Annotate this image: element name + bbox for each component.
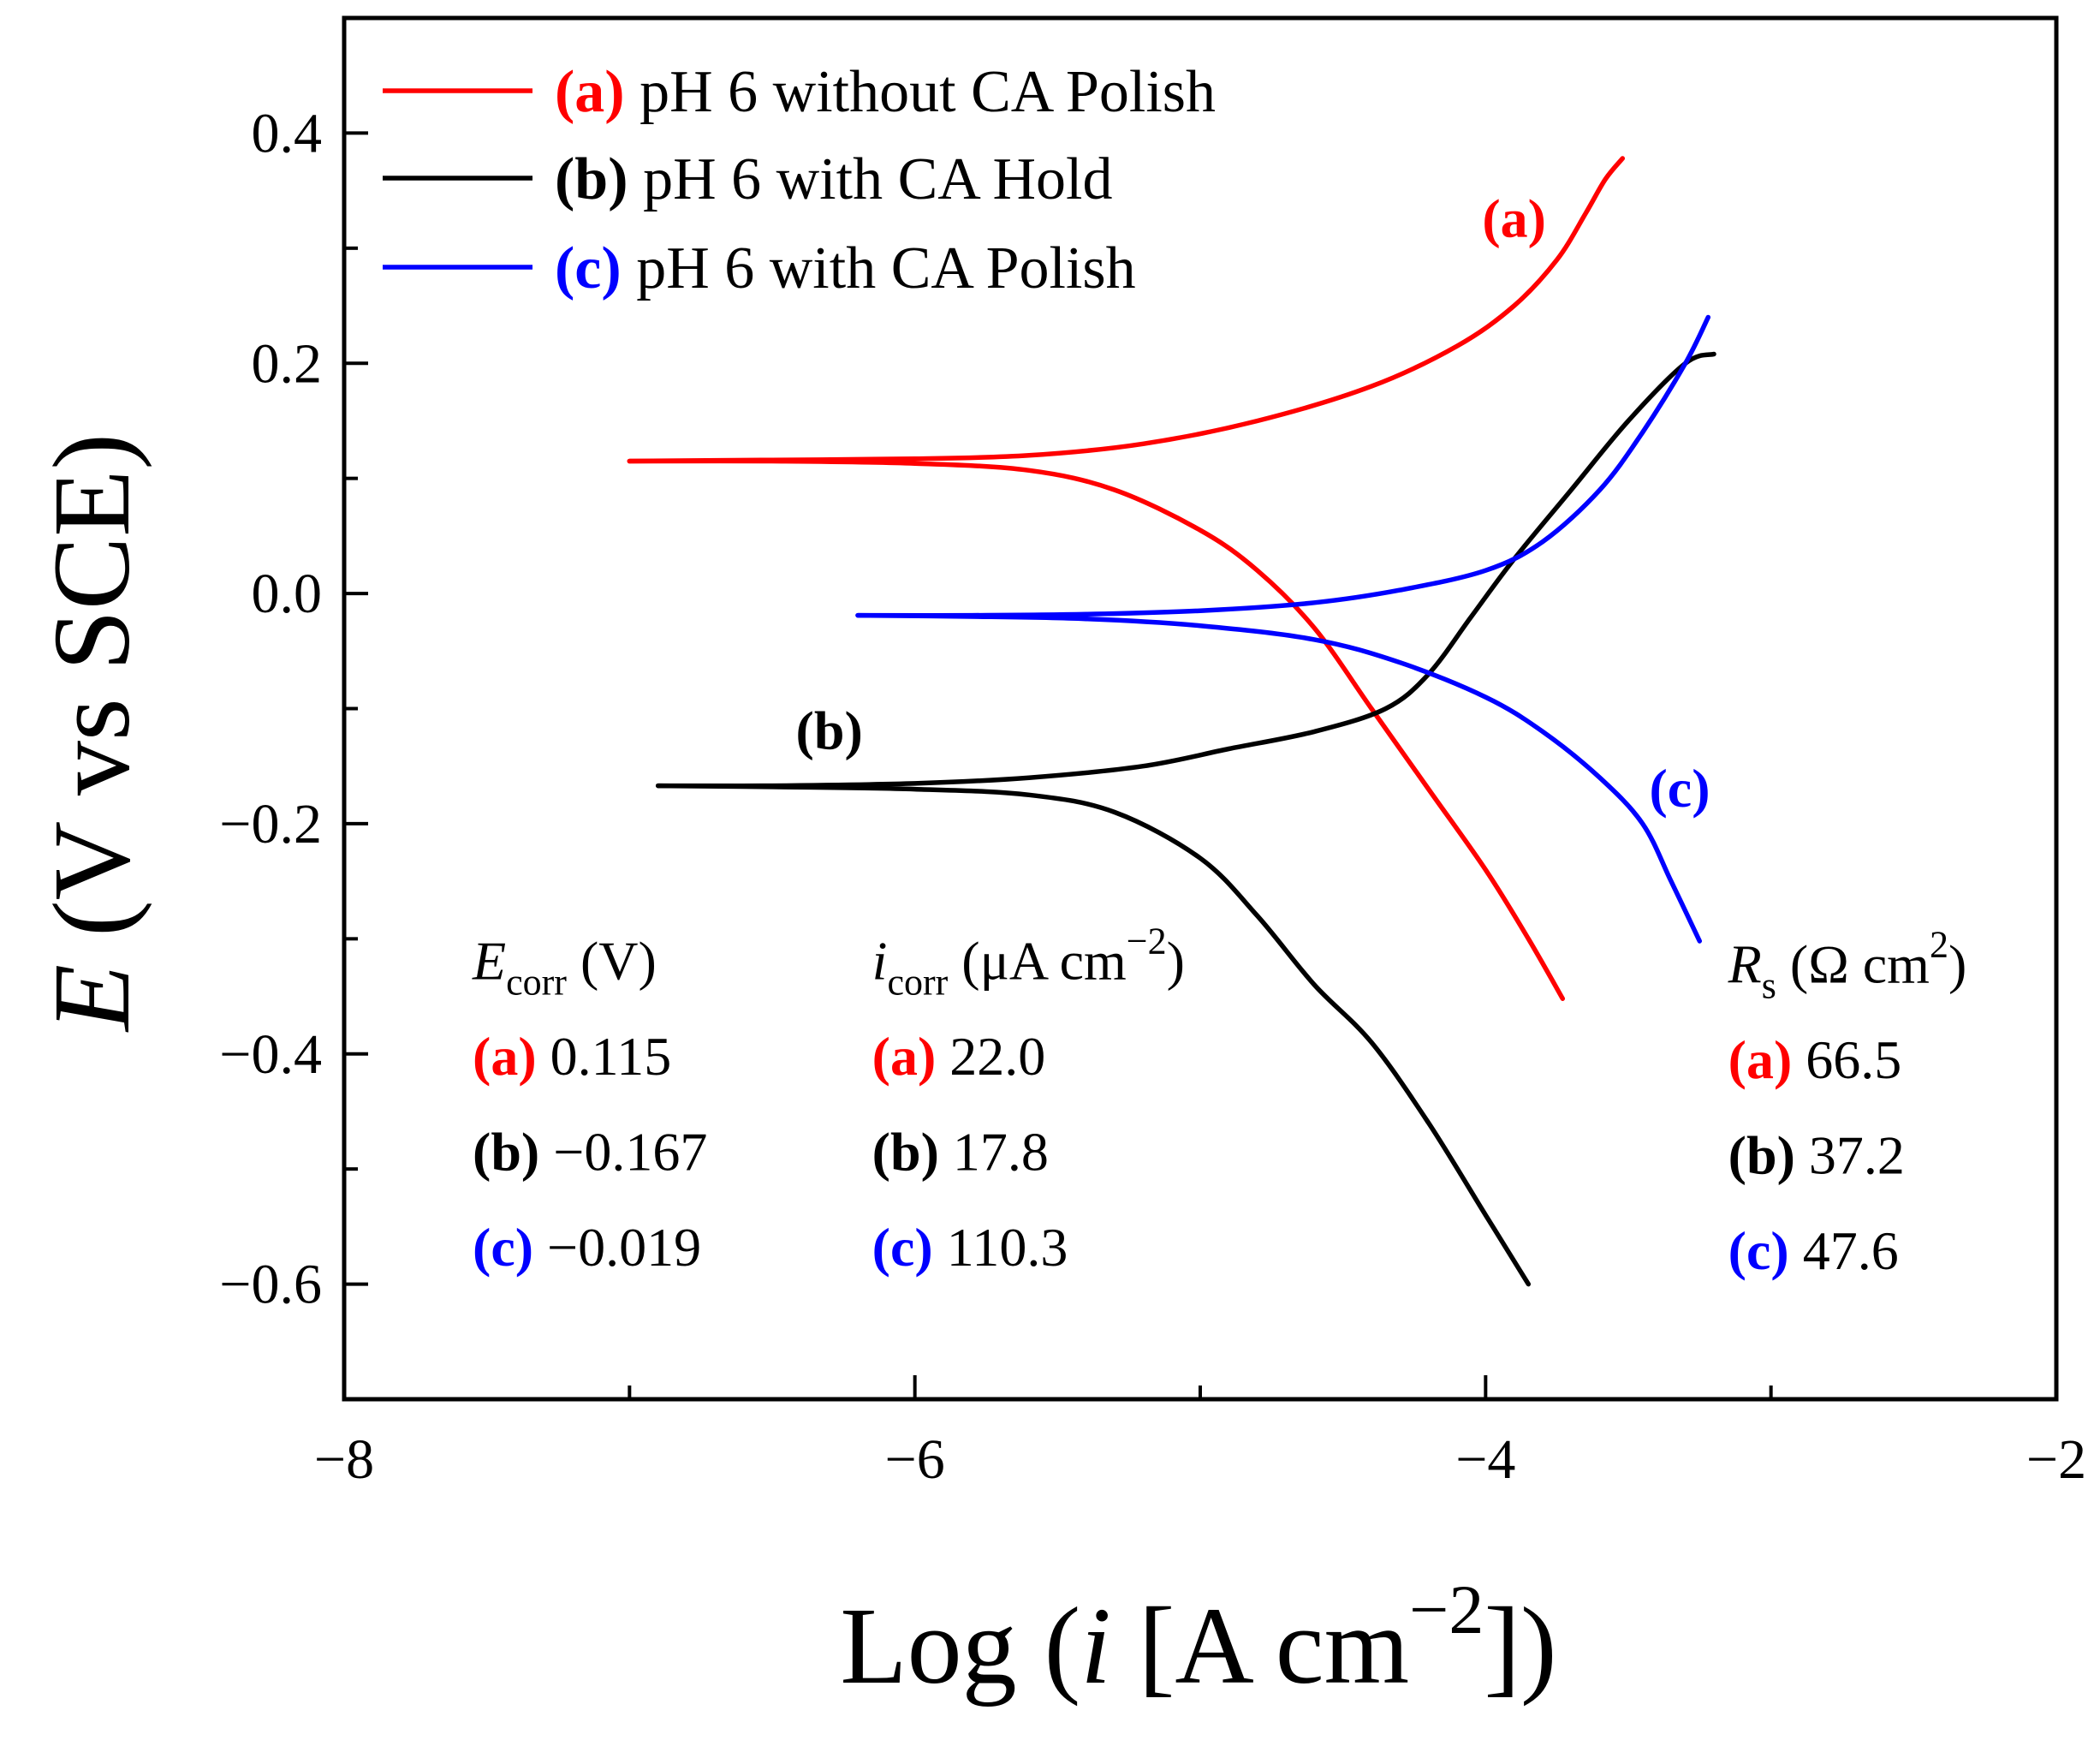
curve-c-anodic [855,314,1711,618]
table-row-tag: (a) [473,1026,537,1087]
table-row-tag: (b) [872,1122,939,1183]
table-header-symbol: E [472,930,506,991]
table-header-superscript: −2 [1127,920,1167,962]
table-row-tag: (b) [1728,1125,1795,1186]
table-header-ecorr: Ecorr (V) [472,930,657,1003]
table-header-close: ) [1167,930,1185,991]
curve-label-a: (a) [1482,188,1546,248]
curve-a-anodic [627,156,1626,464]
curve-a-cathodic [627,458,1566,1001]
table-header-subscript: s [1762,964,1776,1006]
table-row-icorr: (b) 17.8 [872,1122,1049,1183]
legend-tag-b: (b) [555,146,628,212]
x-tick-label: −6 [885,1428,945,1491]
table-header-subscript: corr [506,961,567,1003]
curve-label-c: (c) [1649,758,1710,819]
table-row-value: 47.6 [1789,1220,1899,1281]
legend-name-b: pH 6 with CA Hold [628,146,1113,212]
table-row-ecorr: (c) −0.019 [473,1217,701,1278]
table-header-subscript: corr [887,961,948,1003]
table-row-rs: (c) 47.6 [1728,1220,1899,1281]
legend-name-a: pH 6 without CA Polish [625,59,1216,125]
legend-entry-b: (b) pH 6 with CA Hold [555,146,1112,212]
y-tick-label: −0.4 [219,1023,322,1086]
table-row-tag: (b) [473,1122,539,1183]
table-header-icorr: icorr (μA cm−2) [872,920,1185,1003]
labels-layer: (a) (b) (c) (a) pH 6 without CA Polish (b) p… [383,59,1966,1281]
table-row-value: 66.5 [1792,1029,1901,1090]
curve-b-anodic [655,351,1716,789]
y-tick-label: 0.2 [252,332,323,395]
table-row-tag: (c) [473,1217,533,1278]
table-row-value: −0.167 [539,1122,707,1183]
x-axis-title: Log (i [A cm−2]) [840,1570,1556,1707]
table-header-rs: Rs (Ω cm2) [1728,923,1967,1006]
curve-b-cathodic [655,783,1532,1287]
y-axis-title-symbol: E [31,964,152,1033]
table-row-tag: (a) [1728,1029,1793,1090]
table-header-symbol: R [1728,933,1762,994]
table-header-unit: (μA cm [948,930,1127,991]
legend-tag-a: (a) [555,59,625,125]
table-row-tag: (c) [1728,1220,1789,1281]
table-header-symbol: i [872,930,888,991]
table-row-rs: (a) 66.5 [1728,1029,1902,1090]
curve-c-cathodic [855,612,1703,944]
table-row-icorr: (c) 110.3 [872,1217,1068,1278]
legend-tag-c: (c) [555,235,622,301]
x-axis-title-exponent: −2 [1409,1570,1484,1648]
x-tick-label: −4 [1455,1428,1515,1491]
curves-layer [627,156,1716,1287]
table-row-value: 17.8 [939,1122,1049,1183]
table-row-value: 37.2 [1795,1125,1905,1186]
table-row-ecorr: (a) 0.115 [473,1026,671,1087]
y-tick-label: 0.0 [252,563,323,625]
table-row-ecorr: (b) −0.167 [473,1122,707,1183]
table-row-tag: (a) [872,1026,937,1087]
x-axis-title-symbol: i [1080,1585,1111,1707]
legend-name-c: pH 6 with CA Polish [622,235,1136,301]
table-row-rs: (b) 37.2 [1728,1125,1905,1186]
table-header-close: ) [1948,933,1966,994]
y-axis-title: E (V vs SCE) [31,433,152,1033]
legend-entry-a: (a) pH 6 without CA Polish [555,59,1216,125]
legend-entry-c: (c) pH 6 with CA Polish [555,235,1136,301]
y-axis-title-rest: (V vs SCE) [31,433,152,964]
table-row-value: −0.019 [533,1217,701,1278]
y-tick-label: 0.4 [252,102,323,164]
table-row-value: 110.3 [933,1217,1068,1278]
table-row-icorr: (a) 22.0 [872,1026,1046,1087]
table-header-unit: (Ω cm [1776,933,1930,994]
curve-label-b: (b) [796,700,863,761]
table-header-superscript: 2 [1930,923,1948,965]
ticks-layer: −8 −6 −4 −2 0.4 0.2 0.0 −0.2 −0.4 −0.6 [219,102,2086,1491]
x-tick-label: −2 [2026,1428,2086,1491]
table-row-value: 22.0 [936,1026,1045,1087]
y-tick-label: −0.2 [219,793,322,855]
x-axis-title-prefix: Log ( [840,1585,1080,1707]
table-row-value: 0.115 [537,1026,672,1087]
table-row-tag: (c) [872,1217,933,1278]
x-axis-title-unit: [A cm [1111,1585,1409,1707]
x-axis-title-suffix: ]) [1484,1585,1556,1707]
y-tick-label: −0.6 [219,1254,322,1316]
table-header-unit: (V) [567,930,657,991]
x-tick-label: −8 [314,1428,374,1491]
